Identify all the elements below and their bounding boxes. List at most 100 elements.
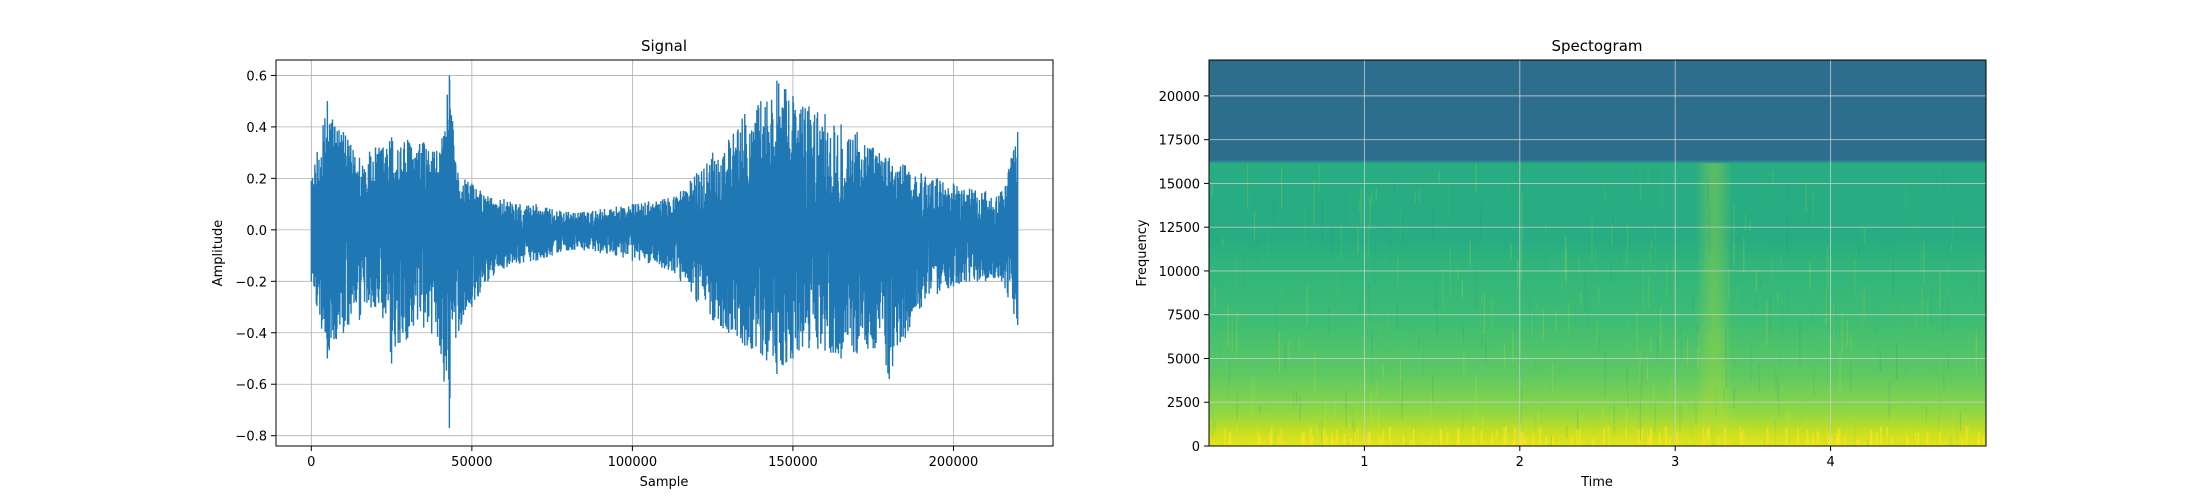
- spectrogram-low-freq-streak: [1389, 426, 1391, 446]
- spectrogram-texture-streak: [1850, 332, 1852, 366]
- spectrogram-texture-streak: [1403, 242, 1405, 269]
- spectrogram-low-freq-streak: [1591, 439, 1594, 446]
- spectrogram-texture-streak: [1568, 301, 1570, 335]
- spectrogram-texture-streak: [1471, 233, 1473, 262]
- spectrogram-texture-streak: [1618, 233, 1620, 268]
- spectrogram-texture-streak: [1647, 167, 1649, 187]
- spectrogram-texture-streak: [1325, 400, 1327, 423]
- spectrogram-low-freq-streak: [1899, 436, 1902, 446]
- spectrogram-texture-streak: [1210, 370, 1212, 388]
- spectrogram-texture-streak: [1401, 217, 1403, 254]
- spectrogram-low-freq-streak: [1926, 432, 1929, 446]
- spectrogram-texture-streak: [1278, 195, 1280, 225]
- spectrogram-texture-streak: [1295, 391, 1298, 406]
- spectrogram-texture-streak: [1854, 260, 1856, 299]
- spectrogram-texture-streak: [1858, 245, 1860, 257]
- spectrogram-texture-streak: [1862, 327, 1864, 336]
- spectrogram-texture-streak: [1443, 208, 1445, 238]
- spectrogram-texture-streak: [1661, 168, 1663, 210]
- spectrogram-texture-streak: [1643, 259, 1645, 301]
- spectrogram-texture-streak: [1733, 357, 1735, 366]
- spectrogram-texture-streak: [1604, 387, 1606, 426]
- spectrogram-texture-streak: [1225, 408, 1227, 436]
- spectrogram-texture-streak: [1473, 196, 1475, 233]
- spectrogram-texture-streak: [1475, 267, 1477, 306]
- spectrogram-texture-streak: [1775, 365, 1777, 395]
- spectrogram-texture-streak: [1953, 406, 1955, 421]
- spectrogram-low-freq-streak: [1885, 437, 1888, 446]
- spectrogram-y-ticks: 0 2500 5000 7500 10000 12500 15000 17500 20000: [1159, 90, 1209, 455]
- signal-y-tick-label: −0.4: [235, 327, 267, 342]
- spectrogram-texture-streak: [1280, 288, 1282, 327]
- spectrogram-texture-streak: [1448, 186, 1450, 218]
- spectrogram-texture-streak: [1535, 397, 1537, 430]
- spectrogram-low-freq-streak: [1982, 436, 1985, 446]
- spectrogram-texture-streak: [1359, 298, 1361, 315]
- spectrogram-low-freq-streak: [1241, 438, 1244, 446]
- spectrogram-low-freq-streak: [1903, 427, 1906, 446]
- spectrogram-texture-streak: [1510, 243, 1512, 260]
- spectrogram-texture-streak: [1733, 388, 1735, 409]
- spectrogram-texture-streak: [1918, 198, 1920, 234]
- spectrogram-low-freq-streak: [1437, 429, 1440, 446]
- spectrogram-texture-streak: [1354, 184, 1356, 203]
- spectrogram-low-freq-streak: [1491, 432, 1493, 446]
- spectrogram-texture-streak: [1442, 268, 1444, 309]
- spectrogram-texture-streak: [1462, 325, 1464, 344]
- signal-y-tick-label: 0.2: [246, 172, 267, 187]
- spectrogram-texture-streak: [1831, 418, 1833, 446]
- spectrogram-low-freq-streak: [1697, 426, 1700, 446]
- spectrogram-low-freq-streak: [1598, 430, 1601, 446]
- spectrogram-low-freq-streak: [1258, 433, 1261, 446]
- spectrogram-y-tick-label: 12500: [1159, 221, 1200, 236]
- spectrogram-low-freq-streak: [1270, 427, 1273, 446]
- spectrogram-texture-streak: [1302, 267, 1304, 278]
- spectrogram-low-freq-streak: [1392, 427, 1395, 446]
- spectrogram-texture-streak: [1687, 338, 1689, 366]
- spectrogram-texture-streak: [1227, 304, 1229, 347]
- spectrogram-texture-streak: [1915, 313, 1917, 331]
- spectrogram-texture-streak: [1575, 309, 1577, 324]
- spectrogram-texture-streak: [1947, 354, 1949, 370]
- spectrogram-high-freq-region: [1209, 60, 1986, 164]
- spectrogram-texture-streak: [1309, 311, 1311, 345]
- spectrogram-texture-streak: [1415, 422, 1417, 446]
- spectrogram-texture-streak: [1767, 444, 1769, 446]
- spectrogram-texture-streak: [1227, 375, 1229, 398]
- spectrogram-low-freq-streak: [1718, 436, 1720, 446]
- signal-title: Signal: [641, 37, 687, 55]
- spectrogram-texture-streak: [1805, 183, 1807, 212]
- spectrogram-texture-streak: [1831, 328, 1833, 335]
- spectrogram-texture-streak: [1253, 220, 1255, 250]
- spectrogram-low-freq-streak: [1701, 426, 1704, 446]
- spectrogram-low-freq-streak: [1472, 426, 1475, 446]
- spectrogram-low-freq-streak: [1840, 433, 1843, 446]
- spectrogram-texture-streak: [1813, 363, 1815, 397]
- spectrogram-texture-streak: [1351, 407, 1353, 428]
- spectrogram-texture-streak: [1330, 319, 1332, 332]
- spectrogram-texture-streak: [1626, 387, 1628, 426]
- spectrogram-low-freq-streak: [1888, 432, 1891, 446]
- spectrogram-texture-streak: [1314, 352, 1316, 392]
- spectrogram-texture-streak: [1371, 329, 1373, 354]
- spectrogram-texture-streak: [1604, 175, 1606, 202]
- spectrogram-texture-streak: [1303, 301, 1305, 315]
- spectrogram-low-freq-streak: [1658, 432, 1661, 446]
- spectrogram-low-freq-streak: [1367, 431, 1370, 446]
- spectrogram-low-freq-streak: [1967, 426, 1970, 446]
- spectrogram-texture-streak: [1895, 369, 1897, 386]
- spectrogram-x-label: Time: [1580, 475, 1613, 490]
- spectrogram-low-freq-streak: [1606, 427, 1609, 446]
- spectrogram-texture-streak: [1880, 353, 1882, 373]
- spectrogram-texture-streak: [1578, 256, 1580, 277]
- spectrogram-low-freq-streak: [1643, 433, 1646, 446]
- spectrogram-low-freq-streak: [1410, 439, 1413, 446]
- spectrogram-texture-streak: [1834, 205, 1836, 235]
- spectrogram-low-freq-streak: [1545, 436, 1548, 446]
- spectrogram-texture-streak: [1697, 324, 1699, 348]
- spectrogram-low-freq-streak: [1595, 432, 1598, 446]
- spectrogram-low-freq-streak: [1860, 436, 1863, 446]
- spectrogram-texture-streak: [1328, 307, 1330, 335]
- spectrogram-texture-streak: [1406, 344, 1408, 360]
